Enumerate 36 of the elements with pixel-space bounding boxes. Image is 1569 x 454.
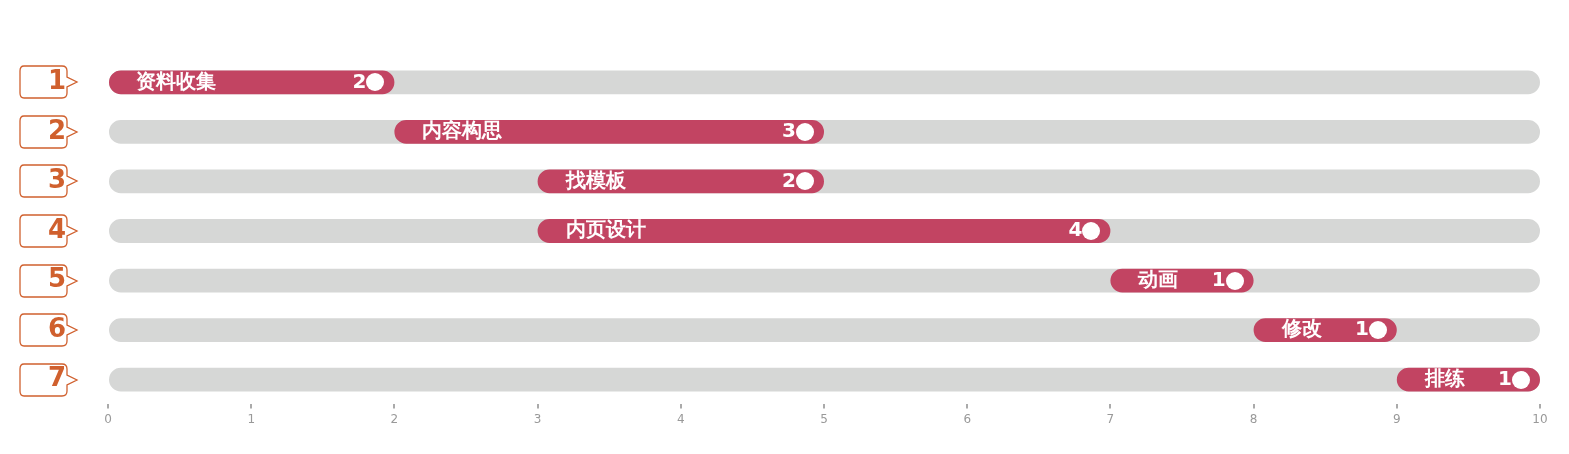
- annotation: 内容构思: [422, 118, 503, 143]
- y-tick-label: 7: [47, 362, 66, 393]
- data-label: 4: [1068, 217, 1083, 242]
- bar: [394, 120, 824, 144]
- y-tick-label: 5: [47, 263, 66, 294]
- x-tick-label: 4: [676, 411, 685, 426]
- x-tick-label: 6: [963, 411, 972, 426]
- data-label: 3: [782, 118, 796, 143]
- bar: [109, 268, 1540, 293]
- annotation: 内页设计: [565, 217, 646, 242]
- y-tick-label: 6: [47, 312, 66, 343]
- x-tick-label: 9: [1392, 411, 1401, 426]
- data-label: 1: [1498, 365, 1512, 390]
- x-tick-label: 0: [104, 411, 112, 426]
- annotation: 资料收集: [136, 68, 216, 93]
- x-tick-label: 10: [1532, 411, 1548, 426]
- x-tick-label: 8: [1249, 411, 1258, 426]
- data-label: 2: [352, 68, 367, 93]
- bar: [109, 318, 1540, 342]
- x-tick-label: 3: [533, 411, 542, 426]
- x-tick-label: 2: [390, 411, 399, 426]
- data-label: 2: [782, 167, 796, 192]
- annotation: 排练: [1423, 365, 1465, 390]
- x-tick-label: 5: [820, 411, 828, 426]
- data-label: 1: [1354, 316, 1369, 341]
- data-label: 1: [1211, 266, 1226, 291]
- x-tick-label: 7: [1106, 411, 1115, 426]
- annotation: 找模板: [564, 167, 627, 192]
- bar: [537, 219, 1111, 243]
- annotation: 修改: [1280, 316, 1322, 341]
- y-tick-label: 4: [47, 213, 66, 244]
- annotation: 动画: [1137, 266, 1179, 291]
- y-tick-label: 3: [47, 164, 66, 195]
- x-tick-label: 1: [247, 411, 256, 426]
- y-tick-label: 2: [47, 114, 66, 145]
- y-tick-label: 1: [47, 65, 66, 96]
